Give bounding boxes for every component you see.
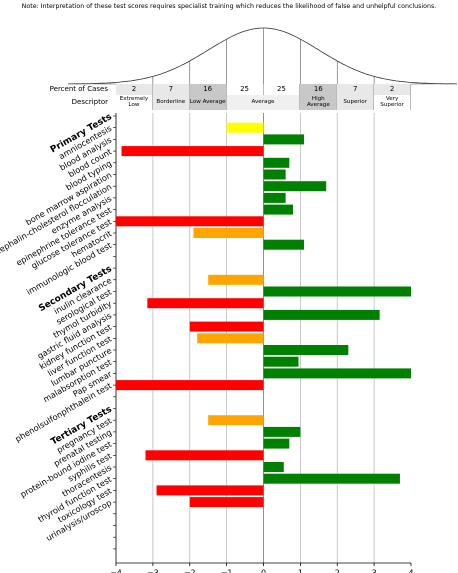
bar: [189, 321, 264, 332]
descriptor-cell: Very Superior: [374, 95, 411, 110]
x-tick-label: −2: [184, 569, 196, 573]
bar: [208, 415, 264, 426]
percent-cell: 2: [116, 84, 153, 95]
bar: [263, 309, 380, 320]
bar: [263, 473, 400, 484]
percent-cell: 16: [189, 84, 227, 95]
bar: [189, 497, 264, 508]
bar: [226, 122, 264, 133]
x-tick-label: 1: [298, 569, 303, 573]
bar: [145, 450, 264, 461]
bar: [263, 345, 349, 355]
descriptor-cell: Borderline: [152, 95, 190, 110]
percent-cell: 16: [300, 84, 338, 95]
bar: [193, 228, 264, 238]
x-tick-label: 0: [261, 569, 266, 573]
bar: [263, 239, 305, 250]
percent-cell: 7: [337, 84, 375, 95]
x-tick-label: −1: [221, 569, 233, 573]
percent-cell: 25: [263, 84, 301, 95]
descriptor-cell: Average: [226, 95, 301, 110]
bar: [263, 356, 299, 367]
x-tick-label: −4: [110, 569, 122, 573]
bar: [147, 298, 264, 309]
bar: [263, 157, 290, 168]
bar: [156, 485, 264, 496]
bar: [263, 181, 327, 192]
row-label: Percent of Cases: [49, 85, 108, 93]
descriptor-cell: Extremely Low: [116, 95, 153, 110]
bar: [263, 368, 411, 379]
bar: [208, 274, 264, 285]
row-label: Descriptor: [71, 98, 108, 106]
bar: [263, 438, 290, 449]
bar: [263, 192, 286, 203]
bar: [197, 333, 264, 344]
x-tick-label: 2: [335, 569, 340, 573]
bar: [263, 204, 293, 215]
percent-cell: 25: [226, 84, 264, 95]
bar: [116, 380, 264, 391]
x-tick-label: 4: [408, 569, 413, 573]
bar: [263, 169, 286, 180]
bar: [263, 462, 284, 472]
percent-cell: 2: [374, 84, 411, 95]
x-tick-label: 3: [372, 569, 377, 573]
descriptor-cell: Superior: [337, 95, 375, 110]
x-tick-label: −3: [147, 569, 159, 573]
descriptor-cell: High Average: [300, 95, 338, 110]
bar: [263, 426, 301, 437]
note: Note: Interpretation of these test score…: [22, 3, 437, 10]
percent-cell: 7: [152, 84, 190, 95]
bar: [116, 216, 264, 227]
bell-curve: [68, 27, 458, 85]
bar: [263, 134, 305, 145]
descriptor-cell: Low Average: [189, 95, 227, 110]
bar: [263, 286, 411, 297]
bar: [121, 146, 264, 157]
